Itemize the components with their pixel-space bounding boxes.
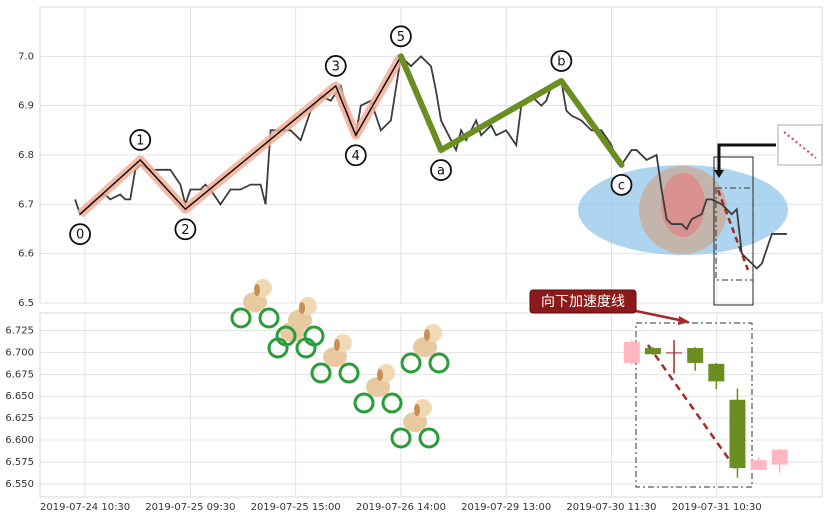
y-tick-label: 6.575 (5, 457, 34, 468)
y-tick-label: 6.700 (5, 347, 34, 358)
dog-sticker (390, 399, 440, 449)
y-tick-label: 6.625 (5, 413, 34, 424)
dog-sticker (230, 279, 280, 329)
dog-body (403, 412, 427, 432)
candle-body (729, 399, 746, 469)
wave-marker (550, 50, 573, 72)
wave-label: a (437, 164, 445, 179)
accel-line (716, 189, 750, 271)
dogs (230, 279, 450, 449)
wheel (381, 392, 403, 414)
y-tick-label: 6.725 (5, 326, 34, 337)
dog-sticker (275, 297, 325, 347)
dog-body (243, 292, 267, 312)
annotation-box (529, 289, 637, 314)
wheel (230, 307, 252, 329)
highlight-core (661, 173, 705, 237)
dog-sticker (353, 364, 403, 414)
wave-marker (129, 129, 152, 151)
wheel (428, 352, 450, 374)
dog-body (366, 377, 390, 397)
dog-body (323, 347, 347, 367)
x-tick-label: 2019-07-24 10:30 (40, 502, 130, 513)
correction-wave (438, 78, 625, 168)
wave-marker (430, 159, 452, 181)
dog-body (413, 337, 437, 357)
wave-label: 3 (332, 59, 340, 74)
y-tick-label: 6.6 (18, 249, 34, 260)
candle-body (708, 363, 725, 382)
dog-ear (254, 284, 260, 296)
accel-line-lower (646, 344, 740, 473)
label-arrow (635, 309, 685, 323)
arrow (717, 143, 776, 172)
candle-body (771, 449, 788, 465)
y-tick-label: 6.5 (18, 298, 34, 309)
label-arrow-head (678, 316, 690, 325)
wave-label: 5 (397, 30, 405, 45)
wave-marker (69, 223, 92, 246)
thumbnail-art (783, 131, 817, 159)
arrow-head (714, 170, 724, 178)
wave-marker (344, 144, 367, 167)
wave-label: 4 (352, 149, 360, 164)
wave-label: b (557, 55, 565, 70)
candle-body (644, 348, 661, 355)
y-tick-label: 6.650 (5, 391, 34, 402)
x-tick-label: 2019-07-25 15:00 (251, 502, 341, 513)
grid-layer (40, 7, 822, 497)
annotation: 向下加速度线 (541, 294, 625, 310)
candle-body (666, 352, 683, 354)
correction-start (397, 53, 445, 154)
dog-ear (334, 339, 340, 351)
wave-marker (390, 25, 412, 48)
wheel (310, 362, 332, 384)
x-tick-label: 2019-07-30 11:30 (566, 502, 656, 513)
wave-marker (324, 55, 347, 77)
wave-label: c (618, 178, 625, 193)
wheel (353, 392, 375, 414)
dog-ear (414, 404, 420, 416)
wheel (303, 325, 325, 347)
wheel (258, 307, 280, 329)
y-tick-label: 6.9 (18, 101, 34, 112)
x-tick-label: 2019-07-31 10:30 (672, 502, 762, 513)
x-tick-label: 2019-07-25 09:30 (145, 502, 235, 513)
dog-ear (299, 302, 305, 314)
dog-sticker (310, 334, 360, 384)
y-tick-label: 6.600 (5, 435, 34, 446)
x-tick-label: 2019-07-29 13:00 (461, 502, 551, 513)
candle-body (750, 460, 767, 470)
wheel (400, 352, 422, 374)
y-tick-label: 6.8 (18, 150, 34, 161)
dog-body (288, 310, 312, 330)
dog-ear (424, 329, 430, 341)
wave-label: 2 (181, 223, 189, 238)
wheel (275, 325, 297, 347)
wave-marker (610, 173, 633, 196)
candle-body (623, 341, 640, 363)
wheel (390, 427, 412, 449)
wave-label: 0 (76, 228, 84, 243)
dog-sticker (400, 324, 450, 374)
zoom-box-lower (635, 322, 753, 488)
wheel (418, 427, 440, 449)
wave-label: 1 (136, 133, 144, 148)
price-line (74, 54, 787, 270)
candle-body (687, 348, 704, 363)
wave-marker (174, 218, 197, 241)
y-tick-label: 6.550 (5, 479, 34, 490)
x-tick-label: 2019-07-26 14:00 (356, 502, 446, 513)
y-tick-label: 6.675 (5, 369, 34, 380)
dog-ear (377, 369, 383, 381)
y-tick-label: 6.7 (18, 199, 34, 210)
impulse-line (79, 55, 402, 215)
wheel (338, 362, 360, 384)
zoom-box (715, 187, 754, 281)
y-tick-label: 7.0 (18, 51, 34, 62)
